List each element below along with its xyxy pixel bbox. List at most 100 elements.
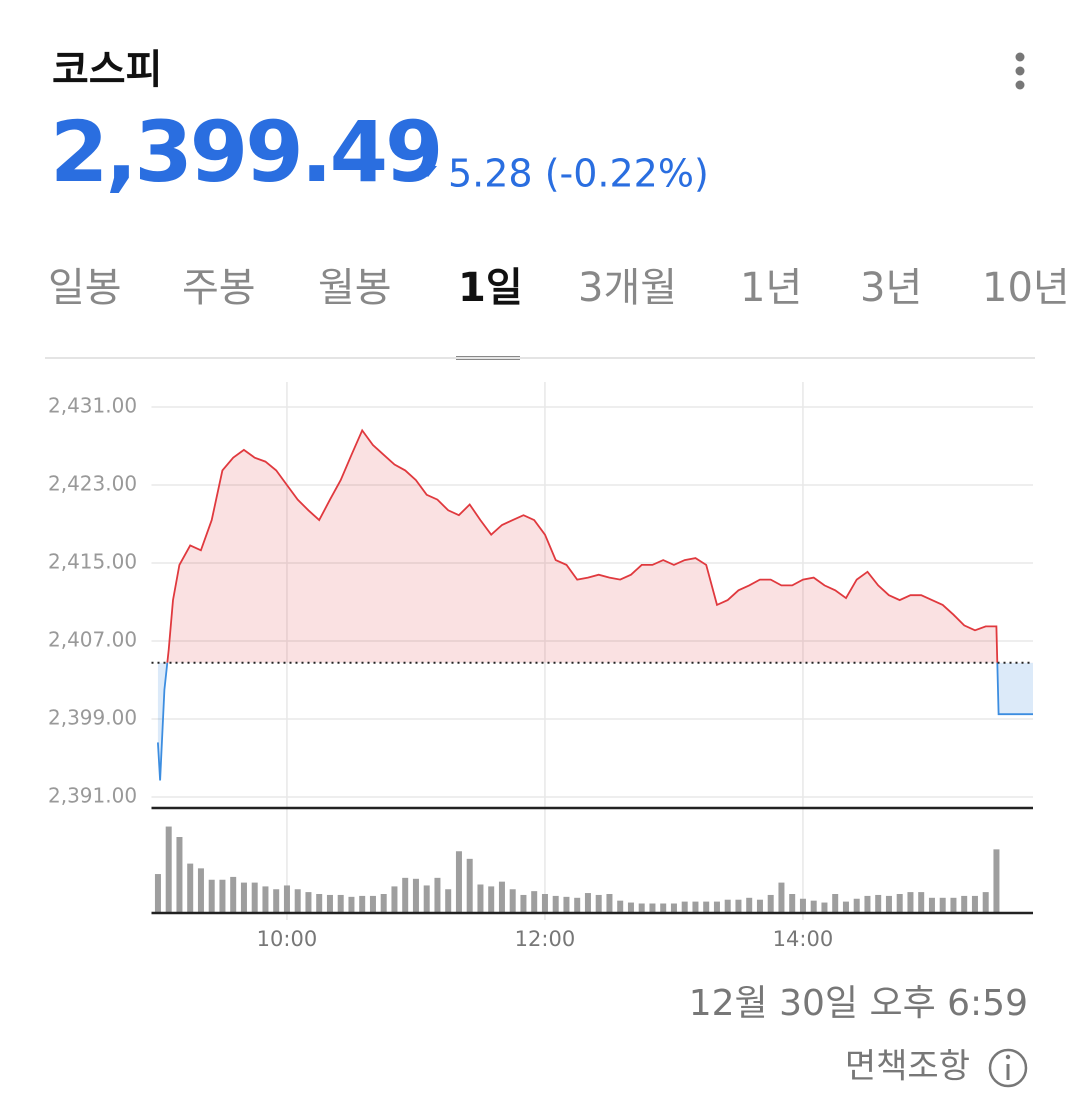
volume-bar <box>875 894 882 913</box>
volume-bar <box>498 881 505 913</box>
menu[interactable] <box>1015 52 1025 90</box>
volume-bar <box>842 901 849 913</box>
volume-bar <box>230 876 237 913</box>
volume-bar <box>918 892 925 913</box>
volume-bar <box>617 900 624 913</box>
volume-bar <box>692 901 699 913</box>
volume-bar <box>197 868 204 913</box>
disclaimer[interactable]: 면책조항 <box>845 1047 970 1087</box>
volume-bar <box>832 894 839 913</box>
volume-bar <box>305 892 312 913</box>
volume-bar <box>885 895 892 913</box>
volume-bar <box>412 878 419 913</box>
volume-bar <box>767 894 774 913</box>
volume-bar <box>896 894 903 913</box>
volume-bar <box>154 874 161 913</box>
area-up <box>157 430 1033 663</box>
timestamp: 12월 30일 오후 6:59 <box>689 983 1028 1024</box>
volume-bar <box>950 897 957 913</box>
volume-bar <box>595 894 602 913</box>
volume-bar <box>187 863 194 913</box>
volume-bar <box>703 901 710 913</box>
tab[interactable]: 월봉 <box>318 265 392 311</box>
volume-bar <box>724 899 731 913</box>
volume-bar <box>251 882 258 913</box>
y-tick-label: 2,391.00 <box>48 784 137 808</box>
tab[interactable]: 3년 <box>860 265 922 311</box>
volume-bar <box>445 889 452 913</box>
volume-bar <box>649 903 656 913</box>
volume-bar <box>627 902 634 913</box>
info-icon[interactable] <box>988 1048 1028 1088</box>
volume-bar <box>520 894 527 913</box>
volume-bar <box>799 898 806 913</box>
volume-bar <box>359 895 366 913</box>
volume-bar <box>928 897 935 913</box>
tab[interactable]: 주봉 <box>182 265 256 311</box>
volume-bar <box>380 894 387 913</box>
volume-bar <box>369 895 376 913</box>
volume-bar <box>563 896 570 913</box>
x-tick-label: 10:00 <box>257 927 318 951</box>
volume-bar <box>746 897 753 913</box>
volume-bar <box>982 892 989 913</box>
volume-bar <box>638 903 645 913</box>
volume-bar <box>681 901 688 913</box>
x-tick-label: 14:00 <box>773 927 834 951</box>
volume-bar <box>670 903 677 913</box>
volume-bar <box>606 894 613 913</box>
volume-bar <box>660 903 667 913</box>
volume-bar <box>176 837 183 913</box>
volume-bar <box>778 882 785 913</box>
volume-bar <box>326 894 333 913</box>
volume-bar <box>423 885 430 913</box>
volume-bar <box>864 895 871 913</box>
volume-bar <box>531 891 538 913</box>
volume-bar <box>961 895 968 913</box>
y-tick-label: 2,415.00 <box>48 550 137 574</box>
down-arrow <box>419 166 437 177</box>
volume-bar <box>455 851 462 913</box>
price: 2,399.49 <box>50 103 441 201</box>
tab[interactable]: 일봉 <box>48 265 122 311</box>
volume-bar <box>552 895 559 913</box>
volume-bar <box>939 897 946 913</box>
x-tick-label: 12:00 <box>515 927 576 951</box>
volume-bar <box>584 893 591 913</box>
volume-bar <box>971 895 978 913</box>
tab[interactable]: 1년 <box>740 265 802 311</box>
title: 코스피 <box>52 47 162 93</box>
volume-bar <box>262 886 269 913</box>
volume-bar <box>907 892 914 913</box>
volume-bar <box>294 889 301 913</box>
y-tick-label: 2,399.00 <box>48 706 137 730</box>
volume-bar <box>240 882 247 913</box>
volume-bar <box>574 897 581 913</box>
volume-bar <box>488 886 495 913</box>
volume-bar <box>853 898 860 913</box>
tab[interactable]: 3개월 <box>578 265 677 311</box>
volume-bar <box>434 877 441 913</box>
volume-bar <box>541 894 548 913</box>
volume-bar <box>509 889 516 913</box>
volume-bar <box>821 902 828 913</box>
volume-bar <box>402 877 409 913</box>
volume-bar <box>165 826 172 913</box>
volume-bar <box>993 849 1000 913</box>
volume-bar <box>337 894 344 913</box>
change: 5.28 (-0.22%) <box>448 152 709 196</box>
tab[interactable]: 1일 <box>458 265 523 311</box>
y-tick-label: 2,423.00 <box>48 472 137 496</box>
volume-bar <box>466 858 473 913</box>
volume-bar <box>391 886 398 913</box>
y-tick-label: 2,407.00 <box>48 628 137 652</box>
volume-bar <box>756 899 763 913</box>
volume-bar <box>735 899 742 913</box>
tab[interactable]: 10년 <box>982 265 1070 311</box>
volume-bar <box>810 900 817 913</box>
volume-bar <box>273 889 280 913</box>
volume-bar <box>219 879 226 913</box>
volume-bar <box>316 894 323 913</box>
